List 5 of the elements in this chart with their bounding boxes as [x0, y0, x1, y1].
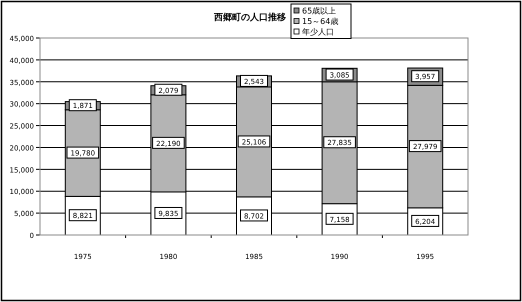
- legend-label: 年少人口: [302, 28, 334, 36]
- bar: [407, 84, 444, 208]
- legend-label: 65歳以上: [302, 6, 336, 16]
- legend-label: 15～64歳: [302, 17, 338, 26]
- chart-title: 西郷町の人口推移: [213, 12, 286, 23]
